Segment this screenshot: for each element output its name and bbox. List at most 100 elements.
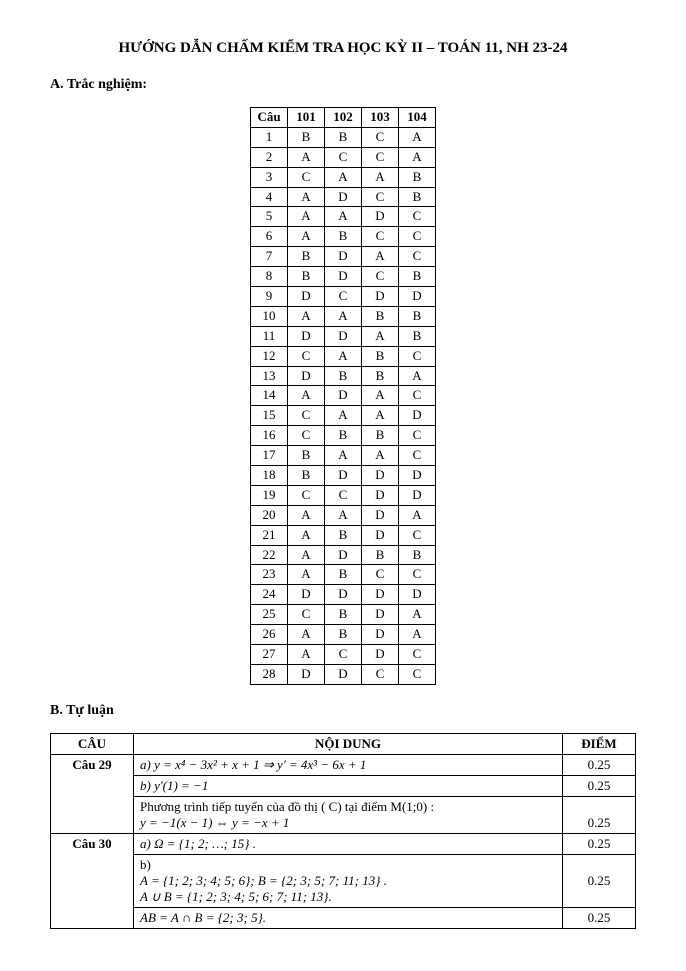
answer-cell: 15	[251, 406, 288, 426]
table-row: 4ADCB	[251, 187, 436, 207]
essay-q30-b-line1: b)	[140, 857, 151, 872]
table-row: Câu 30 a) Ω = {1; 2; …; 15} . 0.25	[51, 833, 636, 854]
answer-cell: A	[288, 565, 325, 585]
answer-cell: B	[325, 227, 362, 247]
answer-cell: D	[362, 525, 399, 545]
answer-cell: A	[362, 167, 399, 187]
table-row: 11DDAB	[251, 326, 436, 346]
answer-cell: A	[362, 247, 399, 267]
answer-cell: 21	[251, 525, 288, 545]
answer-cell: B	[399, 306, 436, 326]
answer-cell: C	[362, 227, 399, 247]
answer-cell: C	[325, 485, 362, 505]
answer-cell: D	[325, 545, 362, 565]
answer-cell: B	[325, 127, 362, 147]
answer-cell: 7	[251, 247, 288, 267]
table-row: 14ADAC	[251, 386, 436, 406]
answer-cell: C	[399, 386, 436, 406]
answer-cell: D	[325, 247, 362, 267]
answer-cell: D	[288, 366, 325, 386]
table-row: 7BDAC	[251, 247, 436, 267]
answer-cell: B	[362, 306, 399, 326]
answer-cell: 9	[251, 287, 288, 307]
answer-cell: C	[399, 565, 436, 585]
table-row: b) A = {1; 2; 3; 4; 5; 6}; B = {2; 3; 5;…	[51, 854, 636, 907]
table-row: 9DCDD	[251, 287, 436, 307]
answer-cell: B	[325, 605, 362, 625]
answer-cell: C	[399, 664, 436, 684]
answer-cell: A	[325, 346, 362, 366]
table-row: 1BBCA	[251, 127, 436, 147]
answer-cell: D	[325, 585, 362, 605]
table-row: 23ABCC	[251, 565, 436, 585]
col-header-102: 102	[325, 108, 362, 128]
table-row: 18BDDD	[251, 466, 436, 486]
answer-cell: D	[399, 406, 436, 426]
answer-cell: A	[325, 167, 362, 187]
table-row: 24DDDD	[251, 585, 436, 605]
essay-q30-a: a) Ω = {1; 2; …; 15} .	[134, 833, 563, 854]
answer-cell: 23	[251, 565, 288, 585]
answer-cell: D	[362, 585, 399, 605]
answer-cell: A	[399, 605, 436, 625]
answer-cell: 28	[251, 664, 288, 684]
answer-cell: 27	[251, 645, 288, 665]
answer-cell: A	[362, 326, 399, 346]
answer-cell: A	[399, 505, 436, 525]
answer-cell: D	[325, 664, 362, 684]
table-row: 22ADBB	[251, 545, 436, 565]
essay-col-diem: ĐIỂM	[563, 733, 636, 754]
answer-cell: C	[399, 207, 436, 227]
answer-cell: C	[362, 147, 399, 167]
answer-cell: B	[325, 426, 362, 446]
answer-cell: 25	[251, 605, 288, 625]
table-row: 6ABCC	[251, 227, 436, 247]
table-row: Câu 29 a) y = x⁴ − 3x² + x + 1 ⇒ y' = 4x…	[51, 754, 636, 775]
answer-cell: D	[399, 466, 436, 486]
answer-cell: B	[399, 187, 436, 207]
answer-cell: B	[288, 127, 325, 147]
answer-key-table: Câu 101 102 103 104 1BBCA2ACCA3CAAB4ADCB…	[250, 107, 436, 685]
answer-cell: D	[288, 664, 325, 684]
answer-cell: C	[288, 605, 325, 625]
table-row: 19CCDD	[251, 485, 436, 505]
table-row: 27ACDC	[251, 645, 436, 665]
essay-q29-a: a) y = x⁴ − 3x² + x + 1 ⇒ y' = 4x³ − 6x …	[134, 754, 563, 775]
answer-cell: C	[288, 167, 325, 187]
essay-q30-b: b) A = {1; 2; 3; 4; 5; 6}; B = {2; 3; 5;…	[134, 854, 563, 907]
answer-cell: B	[399, 267, 436, 287]
answer-cell: 13	[251, 366, 288, 386]
answer-cell: A	[362, 406, 399, 426]
answer-cell: 26	[251, 625, 288, 645]
answer-cell: 11	[251, 326, 288, 346]
table-row: 3CAAB	[251, 167, 436, 187]
answer-cell: 19	[251, 485, 288, 505]
table-row: 26ABDA	[251, 625, 436, 645]
answer-cell: C	[399, 525, 436, 545]
answer-cell: 10	[251, 306, 288, 326]
answer-cell: C	[399, 446, 436, 466]
answer-cell: 20	[251, 505, 288, 525]
answer-cell: 16	[251, 426, 288, 446]
answer-cell: B	[362, 545, 399, 565]
answer-cell: B	[399, 167, 436, 187]
answer-cell: D	[362, 645, 399, 665]
answer-cell: B	[362, 346, 399, 366]
essay-q29-label: Câu 29	[51, 754, 134, 833]
answer-cell: D	[399, 287, 436, 307]
table-row: b) y'(1) = −1 0.25	[51, 775, 636, 796]
answer-cell: A	[325, 505, 362, 525]
answer-cell: D	[325, 466, 362, 486]
answer-cell: A	[399, 625, 436, 645]
table-row: AB = A ∩ B = {2; 3; 5}. 0.25	[51, 907, 636, 928]
col-header-101: 101	[288, 108, 325, 128]
table-row: 17BAAC	[251, 446, 436, 466]
answer-cell: 8	[251, 267, 288, 287]
answer-cell: A	[288, 227, 325, 247]
essay-col-cau: CÂU	[51, 733, 134, 754]
table-row: 28DDCC	[251, 664, 436, 684]
answer-cell: D	[362, 287, 399, 307]
answer-cell: A	[288, 545, 325, 565]
answer-cell: D	[362, 625, 399, 645]
answer-cell: A	[362, 386, 399, 406]
